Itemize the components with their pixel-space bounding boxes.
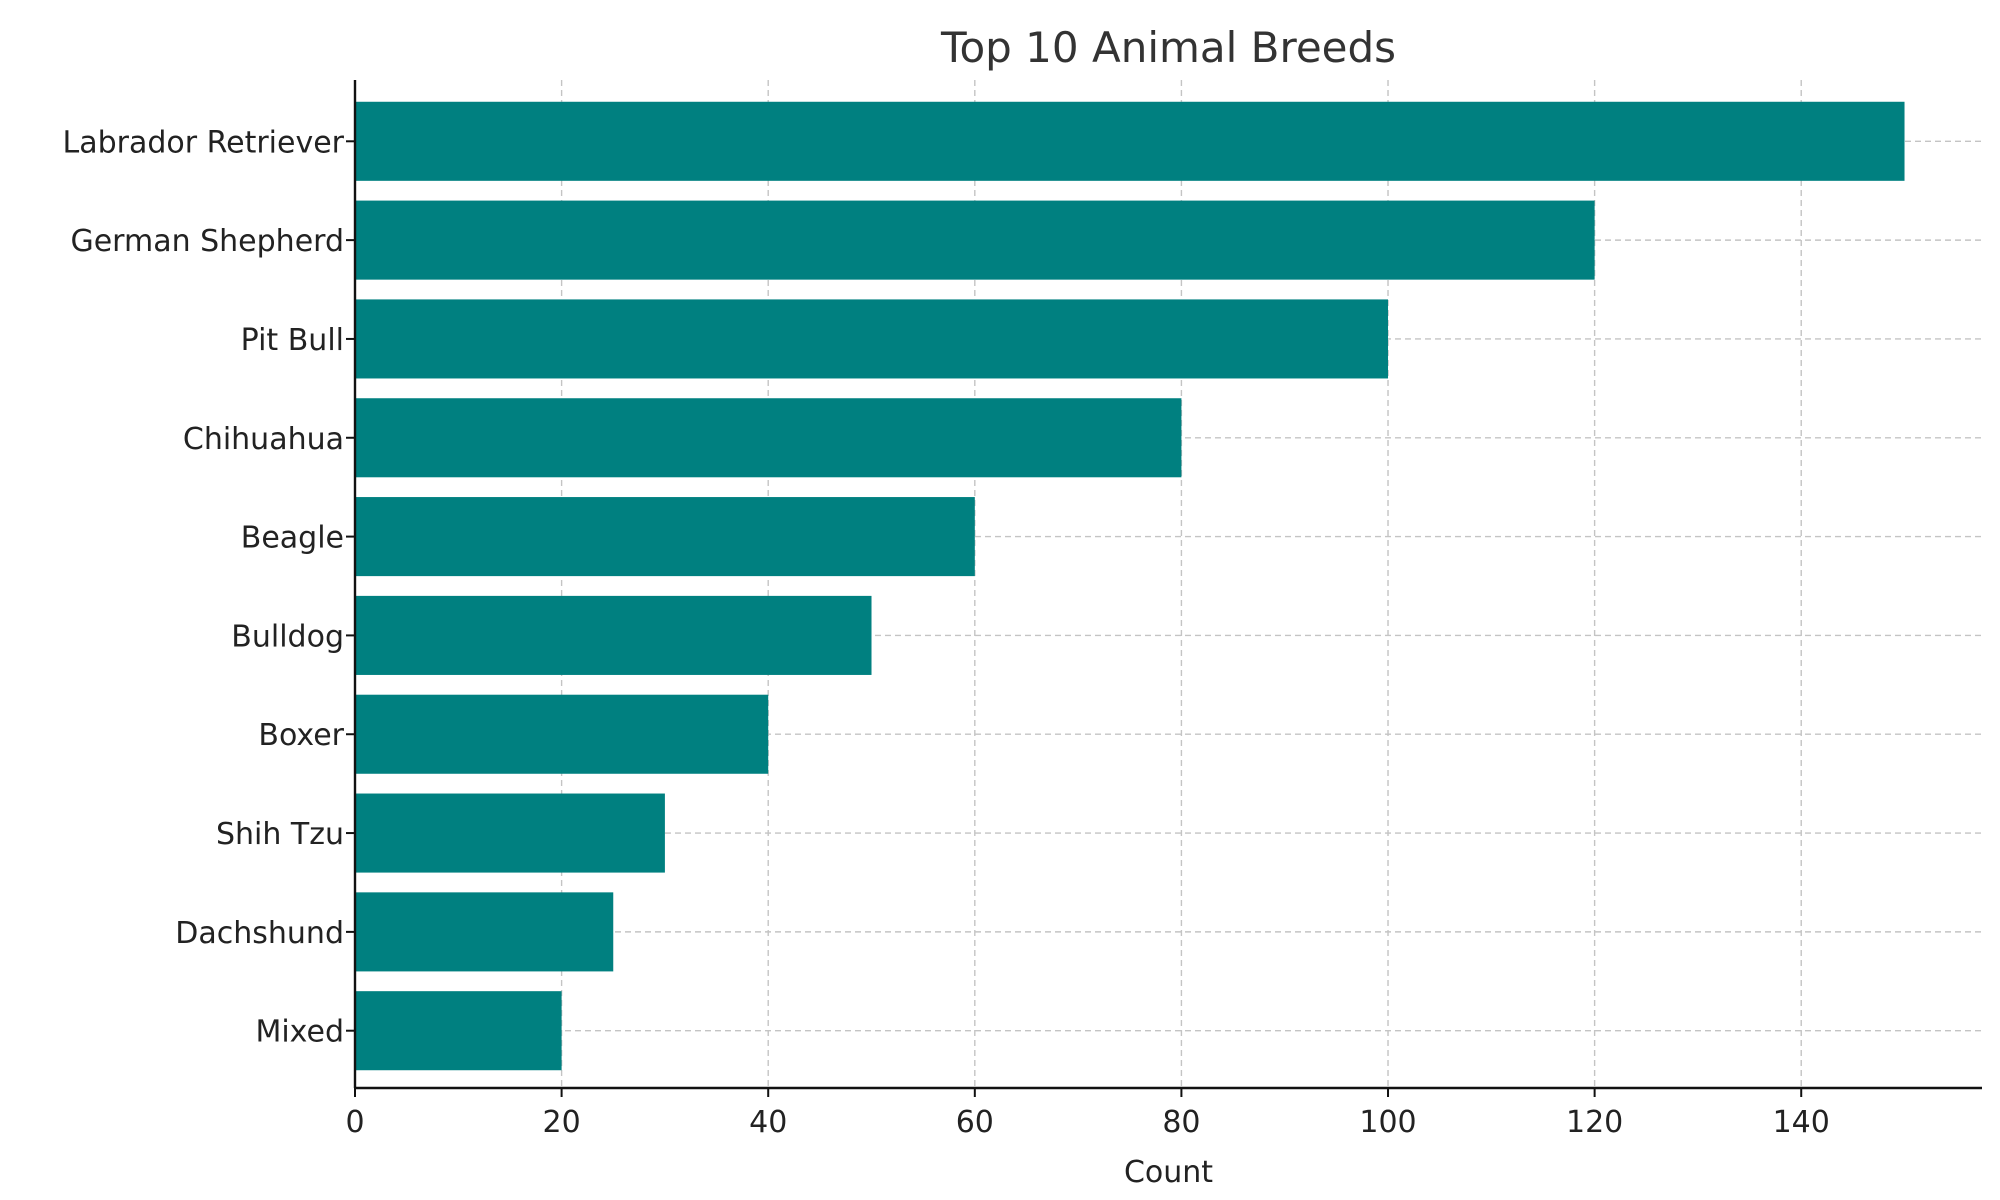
bar-chihuahua (355, 398, 1182, 478)
x-axis-label: Count (1124, 1155, 1213, 1190)
y-tick-label-boxer: Boxer (258, 718, 344, 753)
y-tick-label-beagle: Beagle (241, 521, 344, 556)
x-tick-label-0: 0 (345, 1105, 364, 1140)
y-tick-label-chihuahua: Chihuahua (183, 422, 344, 457)
y-tick-label-shih-tzu: Shih Tzu (216, 817, 344, 852)
ticks-layer: 0 20 40 60 80 100 120 140 Labrador Retriever Germ… (62, 125, 1829, 1140)
bar-labrador-retriever (355, 101, 1905, 181)
bar-dachshund (355, 892, 614, 972)
bar-bulldog (355, 595, 872, 675)
x-tick-label-40: 40 (749, 1105, 787, 1140)
y-tick-label-german-shepherd: German Shepherd (70, 224, 344, 259)
x-tick-label-20: 20 (543, 1105, 581, 1140)
y-tick-label-pit-bull: Pit Bull (241, 323, 344, 358)
bar-german-shepherd (355, 200, 1595, 280)
bar-pit-bull (355, 299, 1389, 379)
x-tick-label-80: 80 (1162, 1105, 1200, 1140)
bars-layer (355, 101, 1905, 1071)
y-tick-label-dachshund: Dachshund (175, 916, 344, 951)
bar-boxer (355, 694, 769, 774)
y-tick-label-bulldog: Bulldog (231, 619, 344, 654)
bar-beagle (355, 497, 975, 577)
x-tick-label-100: 100 (1359, 1105, 1416, 1140)
chart-title: Top 10 Animal Breeds (940, 23, 1396, 72)
y-tick-label-mixed: Mixed (255, 1015, 344, 1050)
axes-layer (353, 80, 1982, 1090)
x-tick-label-60: 60 (956, 1105, 994, 1140)
x-tick-label-140: 140 (1773, 1105, 1830, 1140)
bar-shih-tzu (355, 793, 665, 873)
x-tick-label-120: 120 (1566, 1105, 1623, 1140)
bar-mixed (355, 991, 562, 1071)
y-tick-label-labrador-retriever: Labrador Retriever (62, 125, 344, 160)
